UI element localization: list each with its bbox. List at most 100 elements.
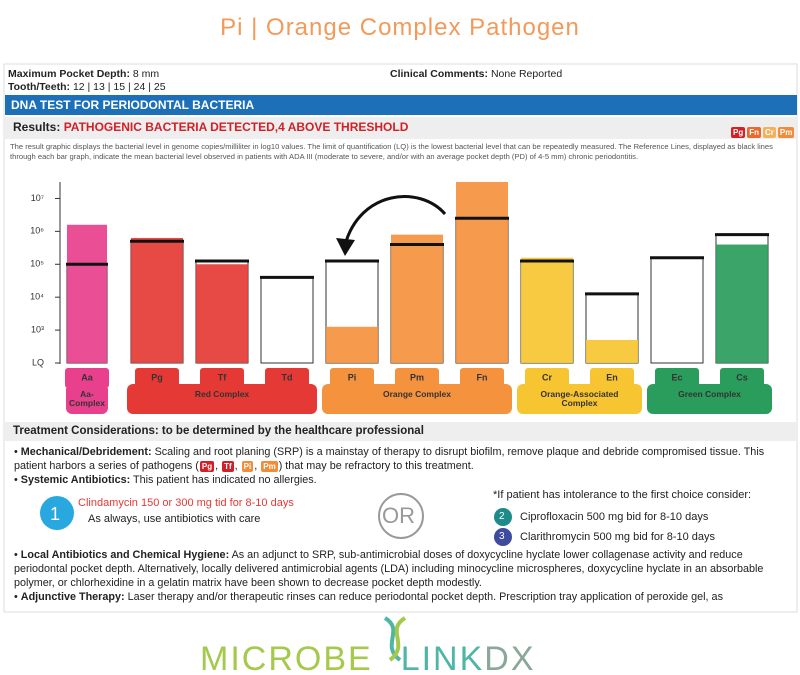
category-label: Aa <box>81 372 93 382</box>
option-number: 1 <box>50 504 61 524</box>
bullet-text: • Adjunctive Therapy: Laser therapy and/… <box>14 591 723 603</box>
option-circle <box>494 508 512 526</box>
category-label: Cr <box>542 372 552 382</box>
report-border <box>3 63 798 613</box>
info-label: Clinical Comments: <box>390 68 489 80</box>
bullet-body: Scaling and root planing (SRP) is a main… <box>14 446 765 472</box>
badge: Pg <box>731 127 746 138</box>
info-line: Maximum Pocket Depth: 8 mm <box>8 68 159 80</box>
category-tab <box>720 368 764 388</box>
info-value: 12 | 13 | 15 | 24 | 25 <box>72 81 166 93</box>
bar <box>521 257 573 363</box>
complex-label: Green Complex <box>678 389 741 399</box>
bar <box>326 326 378 363</box>
logo: MICROBE LINKDX <box>200 640 536 675</box>
logo-part: DX <box>484 640 536 675</box>
category-tab <box>265 368 309 388</box>
logo-part: LINK <box>400 640 485 675</box>
category-label: Pi <box>348 372 357 382</box>
category-label: Fn <box>477 372 488 382</box>
bullet-body: This patient has indicated no allergies. <box>133 474 317 486</box>
complex-label: Orange Complex <box>382 389 452 399</box>
bar <box>67 224 107 363</box>
option-number: 2 <box>499 511 505 522</box>
page-title: Pi | Orange Complex Pathogen <box>220 14 580 41</box>
bar <box>716 244 768 363</box>
section-header: DNA TEST FOR PERIODONTAL BACTERIA <box>5 95 797 115</box>
complex-label: Red Complex <box>194 389 250 399</box>
bullet-body: As an adjunct to SRP, sub-antimicrobial … <box>14 549 764 589</box>
results-label: Results: <box>13 120 61 134</box>
badge: Fn <box>747 127 762 138</box>
option-circle <box>494 528 512 546</box>
badge: Pm <box>261 461 278 472</box>
category-tab <box>200 368 244 388</box>
bullet-text: • Local Antibiotics and Chemical Hygiene… <box>14 549 764 589</box>
y-tick-label: 10⁵ <box>30 259 44 269</box>
badge: Pm <box>777 127 795 138</box>
results-row: Results: PATHOGENIC BACTERIA DETECTED,4 … <box>5 117 797 139</box>
badge: Cr <box>763 127 776 138</box>
category-tab <box>135 368 179 388</box>
y-tick-label: LQ <box>32 357 44 367</box>
reference-box <box>650 257 704 364</box>
info-label: Tooth/Teeth: <box>8 81 71 93</box>
complex-label: Aa-Complex <box>69 389 105 408</box>
option-circle <box>40 496 74 530</box>
category-tab <box>330 368 374 388</box>
logo-part: MICROBE <box>200 640 373 675</box>
annotation-arrowhead <box>336 238 355 256</box>
results-text: PATHOGENIC BACTERIA DETECTED,4 ABOVE THR… <box>63 120 409 134</box>
category-tab <box>655 368 699 388</box>
complex-label: Orange-Associated Complex <box>540 389 619 408</box>
option-number: 3 <box>499 531 505 542</box>
info-line: Tooth/Teeth: 12 | 13 | 15 | 24 | 25 <box>8 81 166 93</box>
y-tick-label: 10⁶ <box>30 226 44 236</box>
category-label: Td <box>282 372 293 382</box>
alternative: Ciprofloxacin 500 mg bid for 8-10 days <box>520 511 709 523</box>
bar <box>131 237 183 363</box>
description: The result graphic displays the bacteria… <box>10 142 773 161</box>
logo-icon <box>383 616 407 662</box>
first-choice: Clindamycin 150 or 300 mg tid for 8-10 d… <box>78 497 294 509</box>
info-label: Maximum Pocket Depth: <box>8 68 130 80</box>
info-value: None Reported <box>490 68 563 80</box>
category-tab <box>525 368 569 388</box>
category-label: Ec <box>671 372 682 382</box>
treatment-title: Treatment Considerations: to be determin… <box>5 422 797 441</box>
or-circle <box>378 493 424 539</box>
complex-band <box>127 384 317 414</box>
bullet-body: Laser therapy and/or therapeutic rinses … <box>127 591 723 603</box>
y-tick-label: 10⁴ <box>30 292 44 302</box>
bar <box>196 264 248 363</box>
result-badges: Pg Fn Cr Pm <box>730 122 795 140</box>
bullet-text: • Systemic Antibiotics: This patient has… <box>14 474 317 486</box>
or-text: OR <box>382 503 415 528</box>
category-tab <box>65 368 109 388</box>
category-label: Cs <box>736 372 748 382</box>
category-tab <box>590 368 634 388</box>
complex-band <box>322 384 512 414</box>
badge: Pg <box>199 461 215 472</box>
category-label: Tf <box>218 372 227 382</box>
info-line: Clinical Comments: None Reported <box>390 68 562 80</box>
complex-band <box>66 384 108 414</box>
alternative: Clarithromycin 500 mg bid for 8-10 days <box>520 531 716 543</box>
bullet-label: Adjunctive Therapy: <box>20 591 125 603</box>
alternative-title: *If patient has intolerance to the first… <box>493 489 752 501</box>
annotation-arrow <box>343 195 447 246</box>
category-tab <box>395 368 439 388</box>
first-note: As always, use antibiotics with care <box>88 513 261 525</box>
bar <box>391 234 443 363</box>
bullet: • Local Antibiotics and Chemical Hygiene… <box>14 548 789 610</box>
bullet-label: Systemic Antibiotics: <box>20 474 131 486</box>
info-value: 8 mm <box>132 68 160 80</box>
bullet-body: ) that may be refractory to this treatme… <box>278 460 474 472</box>
bar <box>586 339 638 363</box>
category-label: Pm <box>410 372 424 382</box>
y-tick-label: 10³ <box>31 324 44 334</box>
reference-box <box>260 276 314 364</box>
bullet-label: Local Antibiotics and Chemical Hygiene: <box>20 549 230 561</box>
